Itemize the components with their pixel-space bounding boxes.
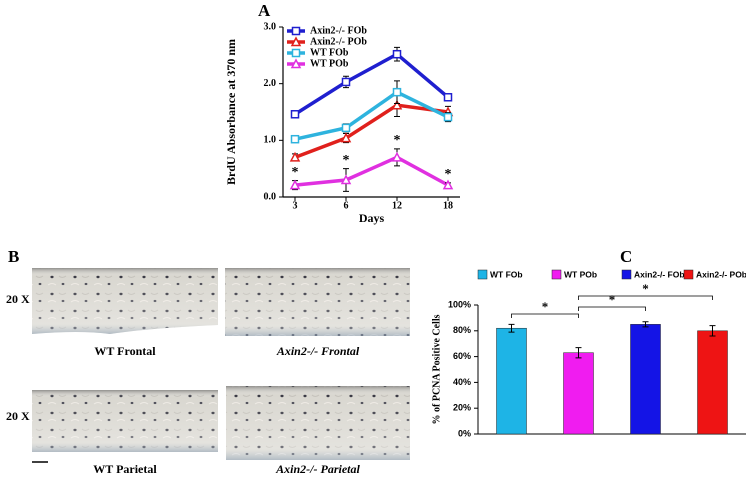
marker bbox=[341, 123, 351, 133]
significance-bracket bbox=[578, 295, 713, 300]
legend-swatch bbox=[683, 269, 694, 280]
y-tick-label: 2.0 bbox=[264, 78, 277, 89]
micrograph-shade bbox=[225, 268, 410, 336]
marker bbox=[340, 132, 352, 143]
magnification: 20 X bbox=[6, 292, 30, 306]
error-bar bbox=[508, 323, 515, 333]
caption: Axin2-/- Frontal bbox=[276, 344, 360, 358]
x-tick-label: 18 bbox=[443, 200, 453, 211]
marker bbox=[392, 87, 402, 97]
marker bbox=[290, 110, 300, 119]
bar bbox=[630, 324, 661, 435]
caption: WT Parietal bbox=[93, 462, 157, 476]
legend-label: WT POb bbox=[310, 58, 349, 69]
error-bar bbox=[575, 347, 582, 359]
legend-swatch bbox=[621, 269, 632, 280]
caption: WT Frontal bbox=[94, 344, 156, 358]
significance: * bbox=[642, 281, 649, 296]
marker bbox=[290, 58, 302, 69]
caption: Axin2-/- Parietal bbox=[275, 462, 360, 476]
legend-label: Axin2-/- FOb bbox=[310, 25, 367, 36]
bar bbox=[496, 327, 527, 435]
significance: * bbox=[609, 292, 616, 307]
series-line bbox=[294, 155, 449, 187]
y-tick-label: 0.0 bbox=[264, 191, 277, 202]
y-tick-label: 100% bbox=[448, 299, 471, 309]
marker bbox=[289, 179, 301, 190]
marker bbox=[291, 26, 301, 36]
bar bbox=[563, 352, 594, 435]
marker bbox=[391, 151, 403, 162]
y-tick-label: 1.0 bbox=[264, 135, 277, 146]
significance: * bbox=[343, 153, 350, 168]
series-line bbox=[294, 103, 449, 159]
significance: * bbox=[542, 299, 549, 314]
series-line bbox=[294, 90, 449, 141]
y-tick-label: 60% bbox=[453, 351, 471, 361]
legend-label: Axin2-/- FOb bbox=[634, 269, 685, 279]
x-axis-label: Days bbox=[359, 211, 385, 225]
y-tick-label: 0% bbox=[458, 428, 471, 438]
y-axis-label: BrdU Absorbance at 370 nm bbox=[224, 39, 238, 185]
legend-swatch bbox=[477, 269, 488, 280]
y-tick-label: 3.0 bbox=[264, 21, 277, 32]
legend-swatch bbox=[551, 269, 562, 280]
micrograph-shade bbox=[226, 386, 410, 460]
x-tick-label: 6 bbox=[344, 200, 349, 211]
marker bbox=[392, 49, 402, 59]
marker bbox=[290, 134, 300, 144]
panel-label: B bbox=[8, 247, 19, 266]
y-axis-label: % of PCNA Positive Cells bbox=[431, 314, 442, 424]
legend-label: WT FOb bbox=[490, 269, 523, 279]
error-bar bbox=[642, 321, 649, 328]
error-bar bbox=[709, 325, 716, 337]
legend-label: WT FOb bbox=[310, 47, 349, 58]
micrograph-shade bbox=[32, 268, 218, 334]
x-tick-label: 12 bbox=[392, 200, 402, 211]
significance: * bbox=[292, 165, 299, 180]
x-tick-label: 3 bbox=[293, 200, 298, 211]
micrograph-shade bbox=[32, 390, 218, 452]
legend-label: Axin2-/- POb bbox=[696, 269, 746, 279]
significance: * bbox=[394, 133, 401, 148]
marker bbox=[289, 151, 301, 162]
marker bbox=[391, 99, 403, 110]
marker bbox=[291, 48, 301, 58]
legend-label: WT POb bbox=[564, 269, 597, 279]
y-tick-label: 40% bbox=[453, 377, 471, 387]
significance: * bbox=[445, 167, 452, 182]
marker bbox=[442, 179, 454, 190]
magnification: 20 X bbox=[6, 409, 30, 423]
marker bbox=[290, 36, 302, 47]
significance-bracket bbox=[511, 313, 579, 318]
y-tick-label: 20% bbox=[453, 403, 471, 413]
bar bbox=[697, 330, 728, 435]
marker bbox=[341, 77, 351, 87]
legend-label: Axin2-/- POb bbox=[310, 36, 367, 47]
panel-b: B 20 X 20 X WT Frontal Axin2-/- Frontal … bbox=[6, 247, 410, 476]
marker bbox=[443, 112, 453, 122]
significance-bracket bbox=[578, 306, 646, 311]
panel-label: A bbox=[258, 1, 271, 20]
marker bbox=[340, 174, 352, 185]
marker bbox=[443, 93, 453, 102]
y-tick-label: 80% bbox=[453, 325, 471, 335]
panel-label: C bbox=[620, 247, 632, 266]
series-line bbox=[294, 52, 450, 116]
